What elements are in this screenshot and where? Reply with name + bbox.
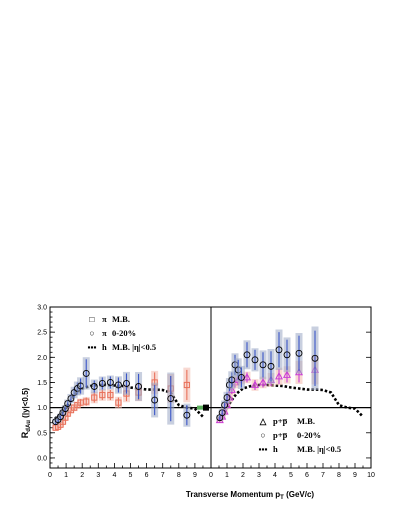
x-tick-label: 5 (129, 472, 133, 479)
x-tick-label: 0 (48, 472, 52, 479)
legend-particle: h (273, 444, 278, 454)
legend-symbol: □ (89, 314, 94, 324)
data-point-circle (90, 383, 98, 390)
data-point-circle (151, 396, 159, 404)
x-tick-label: 9 (353, 472, 357, 479)
data-point-square (99, 391, 106, 399)
x-tick-label: 5 (289, 472, 293, 479)
y-tick-label: 0.0 (37, 455, 47, 462)
x-tick-label: 4 (112, 472, 116, 479)
x-tick-label: 0 (209, 472, 213, 479)
data-point-circle (98, 380, 106, 387)
data-point-square (91, 394, 98, 401)
hadron-curve-proton (217, 383, 364, 420)
legend-particle: p+p̅ (273, 430, 288, 440)
data-point-square (115, 399, 122, 406)
x-tick-label: 3 (96, 472, 100, 479)
data-point-circle (237, 373, 245, 381)
legend-particle: π (102, 314, 107, 324)
legend-centrality: M.B. |η|<0.5 (297, 444, 341, 454)
data-point-circle (243, 351, 251, 359)
data-point-circle (82, 369, 90, 377)
y-axis-title: RdAu (|y|<0.5) (20, 387, 32, 438)
data-point-circle (275, 346, 283, 354)
data-point-circle (267, 362, 275, 370)
data-point-circle (167, 395, 175, 403)
data-point-circle (123, 380, 130, 387)
norm-box-green (197, 405, 203, 410)
legend-centrality: M.B. |η|<0.5 (112, 342, 156, 352)
legend-symbol: ▪▪▪ (258, 444, 267, 454)
legend-centrality: 0-20% (112, 328, 136, 338)
data-point-triangle (250, 380, 260, 388)
x-tick-label: 9 (193, 472, 197, 479)
legend-symbol: ○ (89, 328, 94, 338)
x-tick-label: 3 (257, 472, 261, 479)
y-tick-label: 3.0 (37, 305, 47, 312)
data-point-circle (106, 379, 114, 386)
data-point-triangle (274, 371, 284, 380)
data-point-circle (259, 361, 267, 369)
data-point-circle (135, 383, 143, 390)
norm-box-black (203, 404, 209, 411)
y-tick-label: 1.0 (37, 405, 47, 412)
y-tick-label: 2.0 (37, 355, 47, 362)
data-point-square (107, 391, 114, 399)
legend-symbol: △ (259, 416, 268, 426)
x-tick-label: 6 (305, 472, 309, 479)
x-tick-label: 4 (273, 472, 277, 479)
x-tick-label: 6 (145, 472, 149, 479)
y-tick-label: 2.5 (37, 330, 47, 337)
data-point-triangle (242, 373, 252, 381)
legend-particle: p+p̅ (273, 416, 288, 426)
legend-symbol: ▪▪▪ (87, 342, 96, 352)
data-point-circle (295, 349, 303, 357)
legend-centrality: M.B. (112, 314, 130, 324)
y-tick-label: 0.5 (37, 430, 47, 437)
plot-area: 0 1 2 3 4 5 6 7 8 9 □ π M.B. ○ π 0-20% ▪▪▪ h M.B. |η|<0.5 0… (37, 305, 375, 480)
x-tick-label: 7 (161, 472, 165, 479)
x-tick-label: 2 (80, 472, 84, 479)
legend-particle: π (102, 328, 107, 338)
x-tick-label: 8 (177, 472, 181, 479)
data-point-circle (251, 356, 259, 364)
data-point-circle (223, 394, 231, 402)
x-tick-label: 1 (225, 472, 229, 479)
x-tick-label: 8 (337, 472, 341, 479)
data-point-circle (183, 411, 191, 419)
data-point-square (83, 398, 90, 405)
data-point-circle (114, 381, 122, 389)
x-tick-label: 2 (241, 472, 245, 479)
x-tick-label: 10 (367, 472, 375, 479)
legend-centrality: M.B. (297, 416, 315, 426)
x-tick-label: 1 (64, 472, 68, 479)
data-point-circle (311, 354, 319, 362)
x-tick-label: 7 (321, 472, 325, 479)
legend-symbol: ○ (260, 430, 265, 440)
data-point-triangle (258, 378, 268, 386)
data-point-circle (283, 351, 291, 359)
x-axis-title: Transverse Momentum pT (GeV/c) (186, 490, 314, 501)
legend-particle: h (102, 342, 107, 352)
legend-centrality: 0-20% (297, 430, 321, 440)
y-tick-label: 1.5 (37, 380, 47, 387)
data-point-triangle (282, 370, 292, 378)
data-point-square (183, 381, 190, 389)
